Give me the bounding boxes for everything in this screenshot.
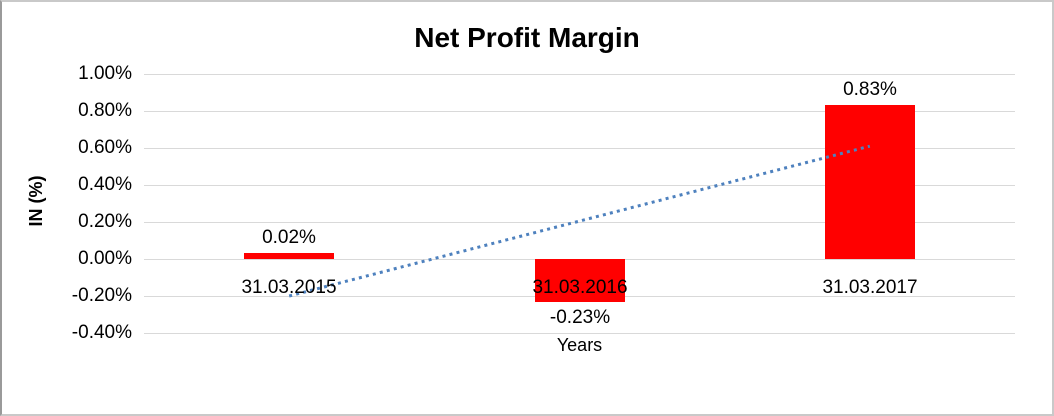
category-label: 31.03.2017 — [822, 277, 918, 298]
y-tick-label: -0.20% — [71, 285, 132, 306]
x-axis-title: Years — [556, 335, 603, 355]
value-label: -0.23% — [549, 307, 611, 328]
y-axis-title: IN (%) — [26, 175, 46, 227]
value-label: 0.83% — [843, 79, 897, 100]
category-label: 31.03.2016 — [532, 277, 628, 298]
bar-31.03.2017 — [825, 105, 915, 259]
bar-31.03.2015 — [244, 253, 334, 259]
chart-title: Net Profit Margin — [414, 22, 640, 53]
y-tick-label: 1.00% — [78, 63, 132, 84]
y-tick-label: -0.40% — [71, 322, 132, 343]
y-tick-label: 0.20% — [78, 211, 132, 232]
category-label: 31.03.2015 — [241, 277, 337, 298]
gridline — [144, 111, 1015, 112]
gridline — [144, 333, 1015, 334]
gridline — [144, 74, 1015, 75]
y-tick-label: 0.00% — [78, 248, 132, 269]
y-tick-label: 0.40% — [78, 174, 132, 195]
y-tick-label: 0.60% — [78, 137, 132, 158]
y-tick-label: 0.80% — [78, 100, 132, 121]
value-label: 0.02% — [262, 227, 316, 248]
plot-area: 0.02% 31.03.2015 -0.23% 31.03.2016 0.83% 31.0… — [144, 74, 1015, 334]
